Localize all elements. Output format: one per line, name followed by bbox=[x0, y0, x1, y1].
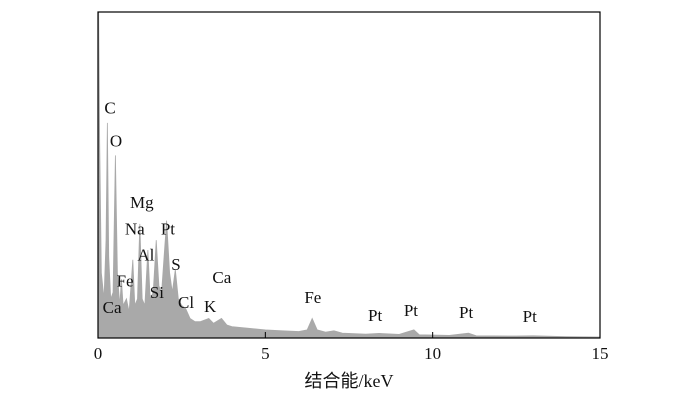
x-tick-label: 10 bbox=[424, 344, 441, 363]
x-axis-label: 结合能/keV bbox=[305, 371, 394, 391]
peak-label: Ca bbox=[103, 298, 122, 317]
peak-label: O bbox=[110, 131, 122, 150]
peak-label: Na bbox=[125, 219, 145, 238]
peak-label: Pt bbox=[368, 306, 382, 325]
peak-label: Pt bbox=[404, 301, 418, 320]
peak-label: S bbox=[171, 255, 180, 274]
peak-label: Fe bbox=[304, 288, 321, 307]
x-tick-label: 5 bbox=[261, 344, 270, 363]
peak-label: Pt bbox=[161, 219, 175, 238]
plot-frame bbox=[97, 11, 601, 339]
peak-label: Fe bbox=[117, 271, 134, 290]
x-tick-label: 0 bbox=[94, 344, 103, 363]
peak-label: Al bbox=[137, 245, 154, 264]
peak-label: Si bbox=[150, 283, 164, 302]
peak-label: Ca bbox=[212, 268, 231, 287]
spectrum bbox=[97, 11, 601, 339]
peak-label: Pt bbox=[459, 303, 473, 322]
peak-label: C bbox=[104, 99, 115, 118]
x-tick-label: 15 bbox=[592, 344, 609, 363]
peak-label: Pt bbox=[523, 307, 537, 326]
peak-label: Mg bbox=[130, 193, 154, 212]
peak-label: Cl bbox=[178, 293, 194, 312]
peak-label: K bbox=[204, 297, 217, 316]
